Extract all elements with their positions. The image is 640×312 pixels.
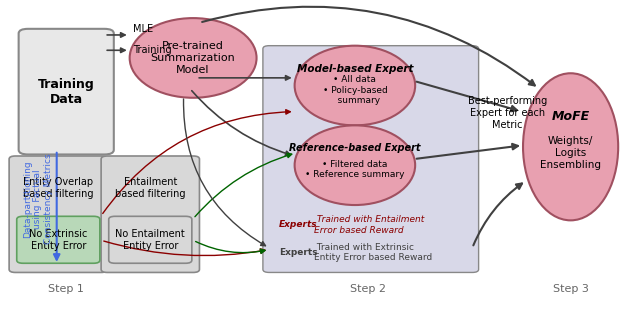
Text: Entailment
based filtering: Entailment based filtering — [115, 177, 186, 198]
Text: • All data
• Policy-based
   summary: • All data • Policy-based summary — [323, 75, 387, 105]
FancyBboxPatch shape — [109, 216, 192, 263]
Ellipse shape — [523, 73, 618, 220]
Text: Data-partitioning
using Factual
Consistency Metrics: Data-partitioning using Factual Consiste… — [23, 154, 52, 244]
Ellipse shape — [130, 18, 257, 98]
Text: Experts: Experts — [279, 248, 317, 257]
Text: No Extrinsic
Entity Error: No Extrinsic Entity Error — [29, 229, 88, 251]
FancyBboxPatch shape — [17, 216, 100, 263]
Text: Trained with Entailment
Error based Reward: Trained with Entailment Error based Rewa… — [314, 215, 424, 235]
Text: Entity Overlap
based filtering: Entity Overlap based filtering — [23, 177, 93, 198]
Text: Weights/
Logits
Ensembling: Weights/ Logits Ensembling — [540, 136, 601, 169]
Text: Model-based Expert: Model-based Expert — [297, 64, 413, 74]
Text: No Entailment
Entity Error: No Entailment Entity Error — [115, 229, 185, 251]
Text: Reference-based Expert: Reference-based Expert — [289, 143, 420, 153]
FancyBboxPatch shape — [9, 156, 108, 272]
Text: Best-performing
Expert for each
Metric: Best-performing Expert for each Metric — [468, 96, 547, 130]
Text: Training
Data: Training Data — [38, 78, 95, 106]
FancyBboxPatch shape — [263, 46, 479, 272]
Ellipse shape — [294, 46, 415, 125]
Text: Training: Training — [133, 45, 172, 55]
FancyBboxPatch shape — [19, 29, 114, 154]
FancyBboxPatch shape — [101, 156, 200, 272]
Text: MoFE: MoFE — [552, 110, 589, 123]
Text: Pre-trained
Summarization
Model: Pre-trained Summarization Model — [151, 41, 236, 75]
Ellipse shape — [294, 125, 415, 205]
Text: Trained with Extrinsic
Entity Error based Reward: Trained with Extrinsic Entity Error base… — [314, 243, 432, 262]
Text: Step 3: Step 3 — [553, 284, 589, 294]
Text: Step 1: Step 1 — [48, 284, 84, 294]
Text: MLE: MLE — [133, 24, 153, 34]
Text: • Filtered data
• Reference summary: • Filtered data • Reference summary — [305, 160, 404, 179]
Text: Experts: Experts — [279, 221, 317, 229]
Text: Step 2: Step 2 — [349, 284, 385, 294]
